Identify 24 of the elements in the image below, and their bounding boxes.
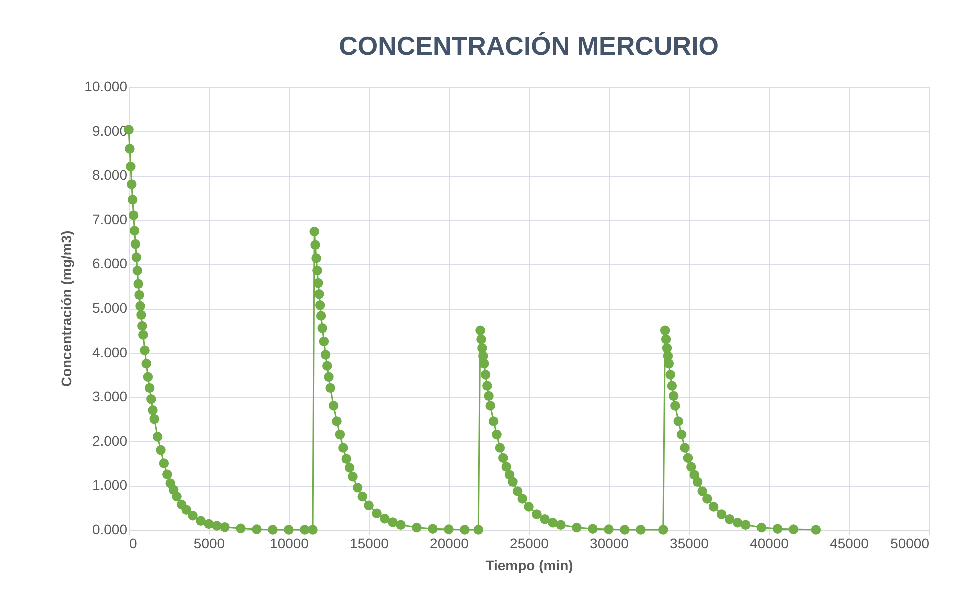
x-tick-label: 45000 bbox=[830, 536, 870, 552]
chart-title: CONCENTRACIÓN MERCURIO bbox=[339, 31, 719, 61]
x-tick-label: 10000 bbox=[270, 536, 310, 552]
x-tick-label: 40000 bbox=[750, 536, 790, 552]
y-tick-label: 6.000 bbox=[92, 256, 128, 272]
x-tick-label: 15000 bbox=[350, 536, 390, 552]
x-axis-title: Tiempo (min) bbox=[486, 558, 574, 574]
x-tick-label: 30000 bbox=[590, 536, 630, 552]
y-tick-label: 3.000 bbox=[92, 388, 128, 405]
y-tick-label: 2.000 bbox=[92, 432, 128, 449]
x-tick-label: 50000 bbox=[890, 536, 930, 552]
x-tick-label: 25000 bbox=[510, 536, 550, 552]
y-tick-label: 10.000 bbox=[84, 78, 128, 94]
y-tick-label: 1.000 bbox=[92, 477, 128, 494]
y-tick-label: 8.000 bbox=[92, 167, 128, 184]
x-tick-label: 20000 bbox=[430, 536, 470, 552]
x-tick-label: 0 bbox=[130, 536, 138, 552]
y-tick-label: 0.000 bbox=[92, 522, 128, 538]
y-tick-label: 4.000 bbox=[92, 344, 128, 360]
x-tick-label: 35000 bbox=[670, 536, 710, 552]
y-tick-label: 5.000 bbox=[92, 300, 128, 316]
x-tick-label: 5000 bbox=[194, 536, 226, 552]
y-tick-label: 7.000 bbox=[92, 211, 128, 228]
y-axis-title: Concentración (mg/m3) bbox=[58, 230, 75, 388]
